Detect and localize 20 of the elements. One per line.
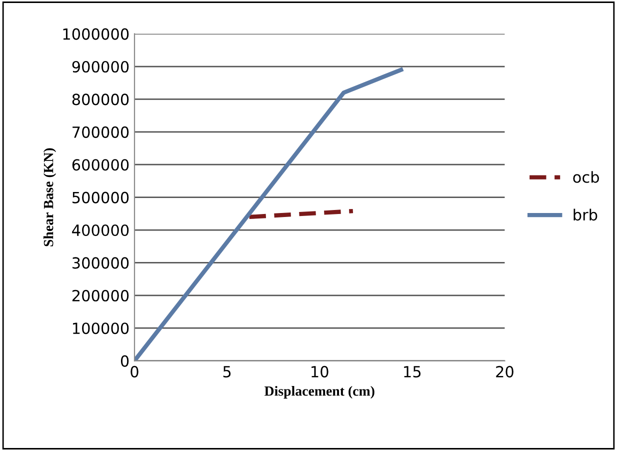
y-tick-label: 200000 [72, 290, 129, 302]
x-tick-label: 20 [496, 366, 514, 378]
y-tick-label: 900000 [72, 60, 129, 73]
x-axis-title: Displacement (cm) [264, 386, 374, 399]
x-tick-label: 0 [130, 366, 138, 378]
legend-label: ocb [573, 171, 599, 183]
y-tick-label: 1000000 [63, 28, 129, 40]
y-tick-label: 500000 [72, 192, 129, 204]
y-tick-label: 0 [120, 355, 129, 367]
y-tick-label: 700000 [72, 126, 129, 138]
y-tick-label: 400000 [72, 224, 129, 236]
y-axis-title: Shear Base (KN) [43, 148, 56, 246]
legend-label: brb [574, 208, 598, 221]
x-tick-label: 15 [404, 366, 421, 378]
y-tick-label: 300000 [72, 257, 129, 269]
x-tick-label: 10 [312, 366, 328, 378]
y-tick-label: 800000 [72, 94, 129, 106]
y-tick-label: 100000 [73, 322, 129, 334]
y-tick-label: 600000 [72, 159, 129, 171]
x-tick-label: 5 [223, 366, 231, 378]
